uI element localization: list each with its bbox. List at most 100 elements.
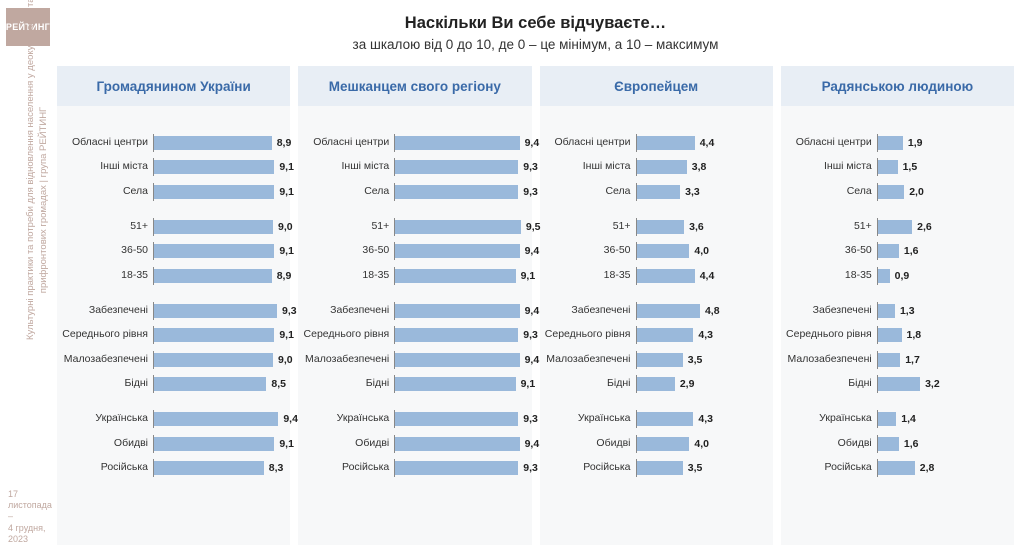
bar-zone: 1,4 (877, 410, 1010, 428)
bar (395, 220, 521, 234)
bar (637, 220, 685, 234)
bar (154, 185, 274, 199)
bar (878, 244, 899, 258)
bar-value: 8,9 (272, 134, 292, 152)
bar-zone: 8,5 (153, 375, 286, 393)
bar-value: 0,9 (890, 267, 910, 285)
row-label: Села (61, 186, 153, 197)
bar-zone: 9,3 (394, 326, 527, 344)
bar-value: 9,4 (520, 302, 540, 320)
bar (395, 461, 518, 475)
chart-row: 36-504,0 (544, 241, 769, 262)
row-group: Обласні центри1,9Інші міста1,5Села2,0 (785, 132, 1010, 202)
bar (637, 412, 694, 426)
chart-row: 18-350,9 (785, 265, 1010, 286)
bar-zone: 9,3 (394, 459, 527, 477)
bar (154, 377, 266, 391)
bar-zone: 2,6 (877, 218, 1010, 236)
bar-value: 9,3 (518, 459, 538, 477)
bar (154, 461, 264, 475)
row-label: Забезпечені (61, 305, 153, 316)
bar-zone: 4,3 (636, 410, 769, 428)
bar-value: 9,4 (520, 134, 540, 152)
chart-row: 51+9,0 (61, 216, 286, 237)
bar-zone: 3,2 (877, 375, 1010, 393)
bar-value: 1,4 (896, 410, 916, 428)
row-label: Обласні центри (785, 137, 877, 148)
bar-value: 9,3 (518, 410, 538, 428)
bar-value: 4,4 (695, 134, 715, 152)
bar-zone: 1,6 (877, 242, 1010, 260)
bar-value: 9,3 (277, 302, 297, 320)
bar-value: 2,0 (904, 183, 924, 201)
row-group: Обласні центри9,4Інші міста9,3Села9,3 (302, 132, 527, 202)
bar-value: 8,5 (266, 375, 286, 393)
chart-row: Обласні центри4,4 (544, 132, 769, 153)
row-label: Середнього рівня (785, 329, 877, 340)
bar-value: 9,1 (274, 183, 294, 201)
bar-zone: 9,3 (153, 302, 286, 320)
row-label: 18-35 (61, 270, 153, 281)
row-group: Забезпечені9,4Середнього рівня9,3Малозаб… (302, 300, 527, 395)
date-range: 17 листопада – 4 грудня, 2023 (8, 489, 55, 545)
bar-value: 9,5 (521, 218, 541, 236)
row-label: 51+ (61, 221, 153, 232)
bar (637, 269, 695, 283)
bar-value: 1,8 (902, 326, 922, 344)
bar (154, 304, 277, 318)
bar-zone: 9,1 (153, 158, 286, 176)
bar-value: 3,5 (683, 459, 703, 477)
row-group: Українська4,3Обидві4,0Російська3,5 (544, 409, 769, 479)
side-caption-line2: прифронтових громадах | група РЕЙТИНГ (38, 107, 49, 293)
row-label: Села (785, 186, 877, 197)
chart-row: Російська8,3 (61, 458, 286, 479)
page-subtitle: за шкалою від 0 до 10, де 0 – це мінімум… (57, 37, 1014, 52)
page-title: Наскільки Ви себе відчуваєте… (57, 14, 1014, 33)
bar-zone: 2,9 (636, 375, 769, 393)
bar-zone: 9,4 (394, 435, 527, 453)
bar-zone: 3,5 (636, 459, 769, 477)
bar-value: 2,9 (675, 375, 695, 393)
row-label: Бідні (302, 378, 394, 389)
chart-row: Російська9,3 (302, 458, 527, 479)
bar-zone: 8,3 (153, 459, 286, 477)
row-label: Українська (785, 413, 877, 424)
bar (878, 220, 912, 234)
bar-zone: 9,1 (153, 183, 286, 201)
row-label: 51+ (302, 221, 394, 232)
row-label: Українська (61, 413, 153, 424)
bar-value: 9,1 (274, 435, 294, 453)
bar-value: 9,0 (273, 218, 293, 236)
bar-value: 9,4 (520, 351, 540, 369)
row-label: Забезпечені (785, 305, 877, 316)
chart-row: Бідні8,5 (61, 374, 286, 395)
panel-header: Європейцем (540, 66, 773, 106)
row-label: Села (544, 186, 636, 197)
chart-row: 51+3,6 (544, 216, 769, 237)
bar (154, 244, 274, 258)
bar-value: 9,4 (520, 435, 540, 453)
row-label: Обидві (61, 438, 153, 449)
chart-row: 36-501,6 (785, 241, 1010, 262)
chart-row: Українська9,3 (302, 409, 527, 430)
row-label: 36-50 (61, 245, 153, 256)
bar-value: 1,6 (899, 435, 919, 453)
row-group: 51+9,036-509,118-358,9 (61, 216, 286, 286)
bar (878, 461, 915, 475)
chart-row: 36-509,4 (302, 241, 527, 262)
bar-value: 4,3 (693, 326, 713, 344)
bar-value: 8,3 (264, 459, 284, 477)
bar-zone: 9,0 (153, 218, 286, 236)
bar-zone: 4,3 (636, 326, 769, 344)
row-label: 51+ (785, 221, 877, 232)
bar (637, 244, 690, 258)
row-group: Українська1,4Обидві1,6Російська2,8 (785, 409, 1010, 479)
chart-row: Забезпечені9,4 (302, 300, 527, 321)
row-label: Малозабезпечені (61, 354, 153, 365)
bar-zone: 1,9 (877, 134, 1010, 152)
bar (154, 353, 273, 367)
chart-row: Російська2,8 (785, 458, 1010, 479)
bar-value: 3,6 (684, 218, 704, 236)
row-label: 36-50 (785, 245, 877, 256)
bar (878, 412, 897, 426)
